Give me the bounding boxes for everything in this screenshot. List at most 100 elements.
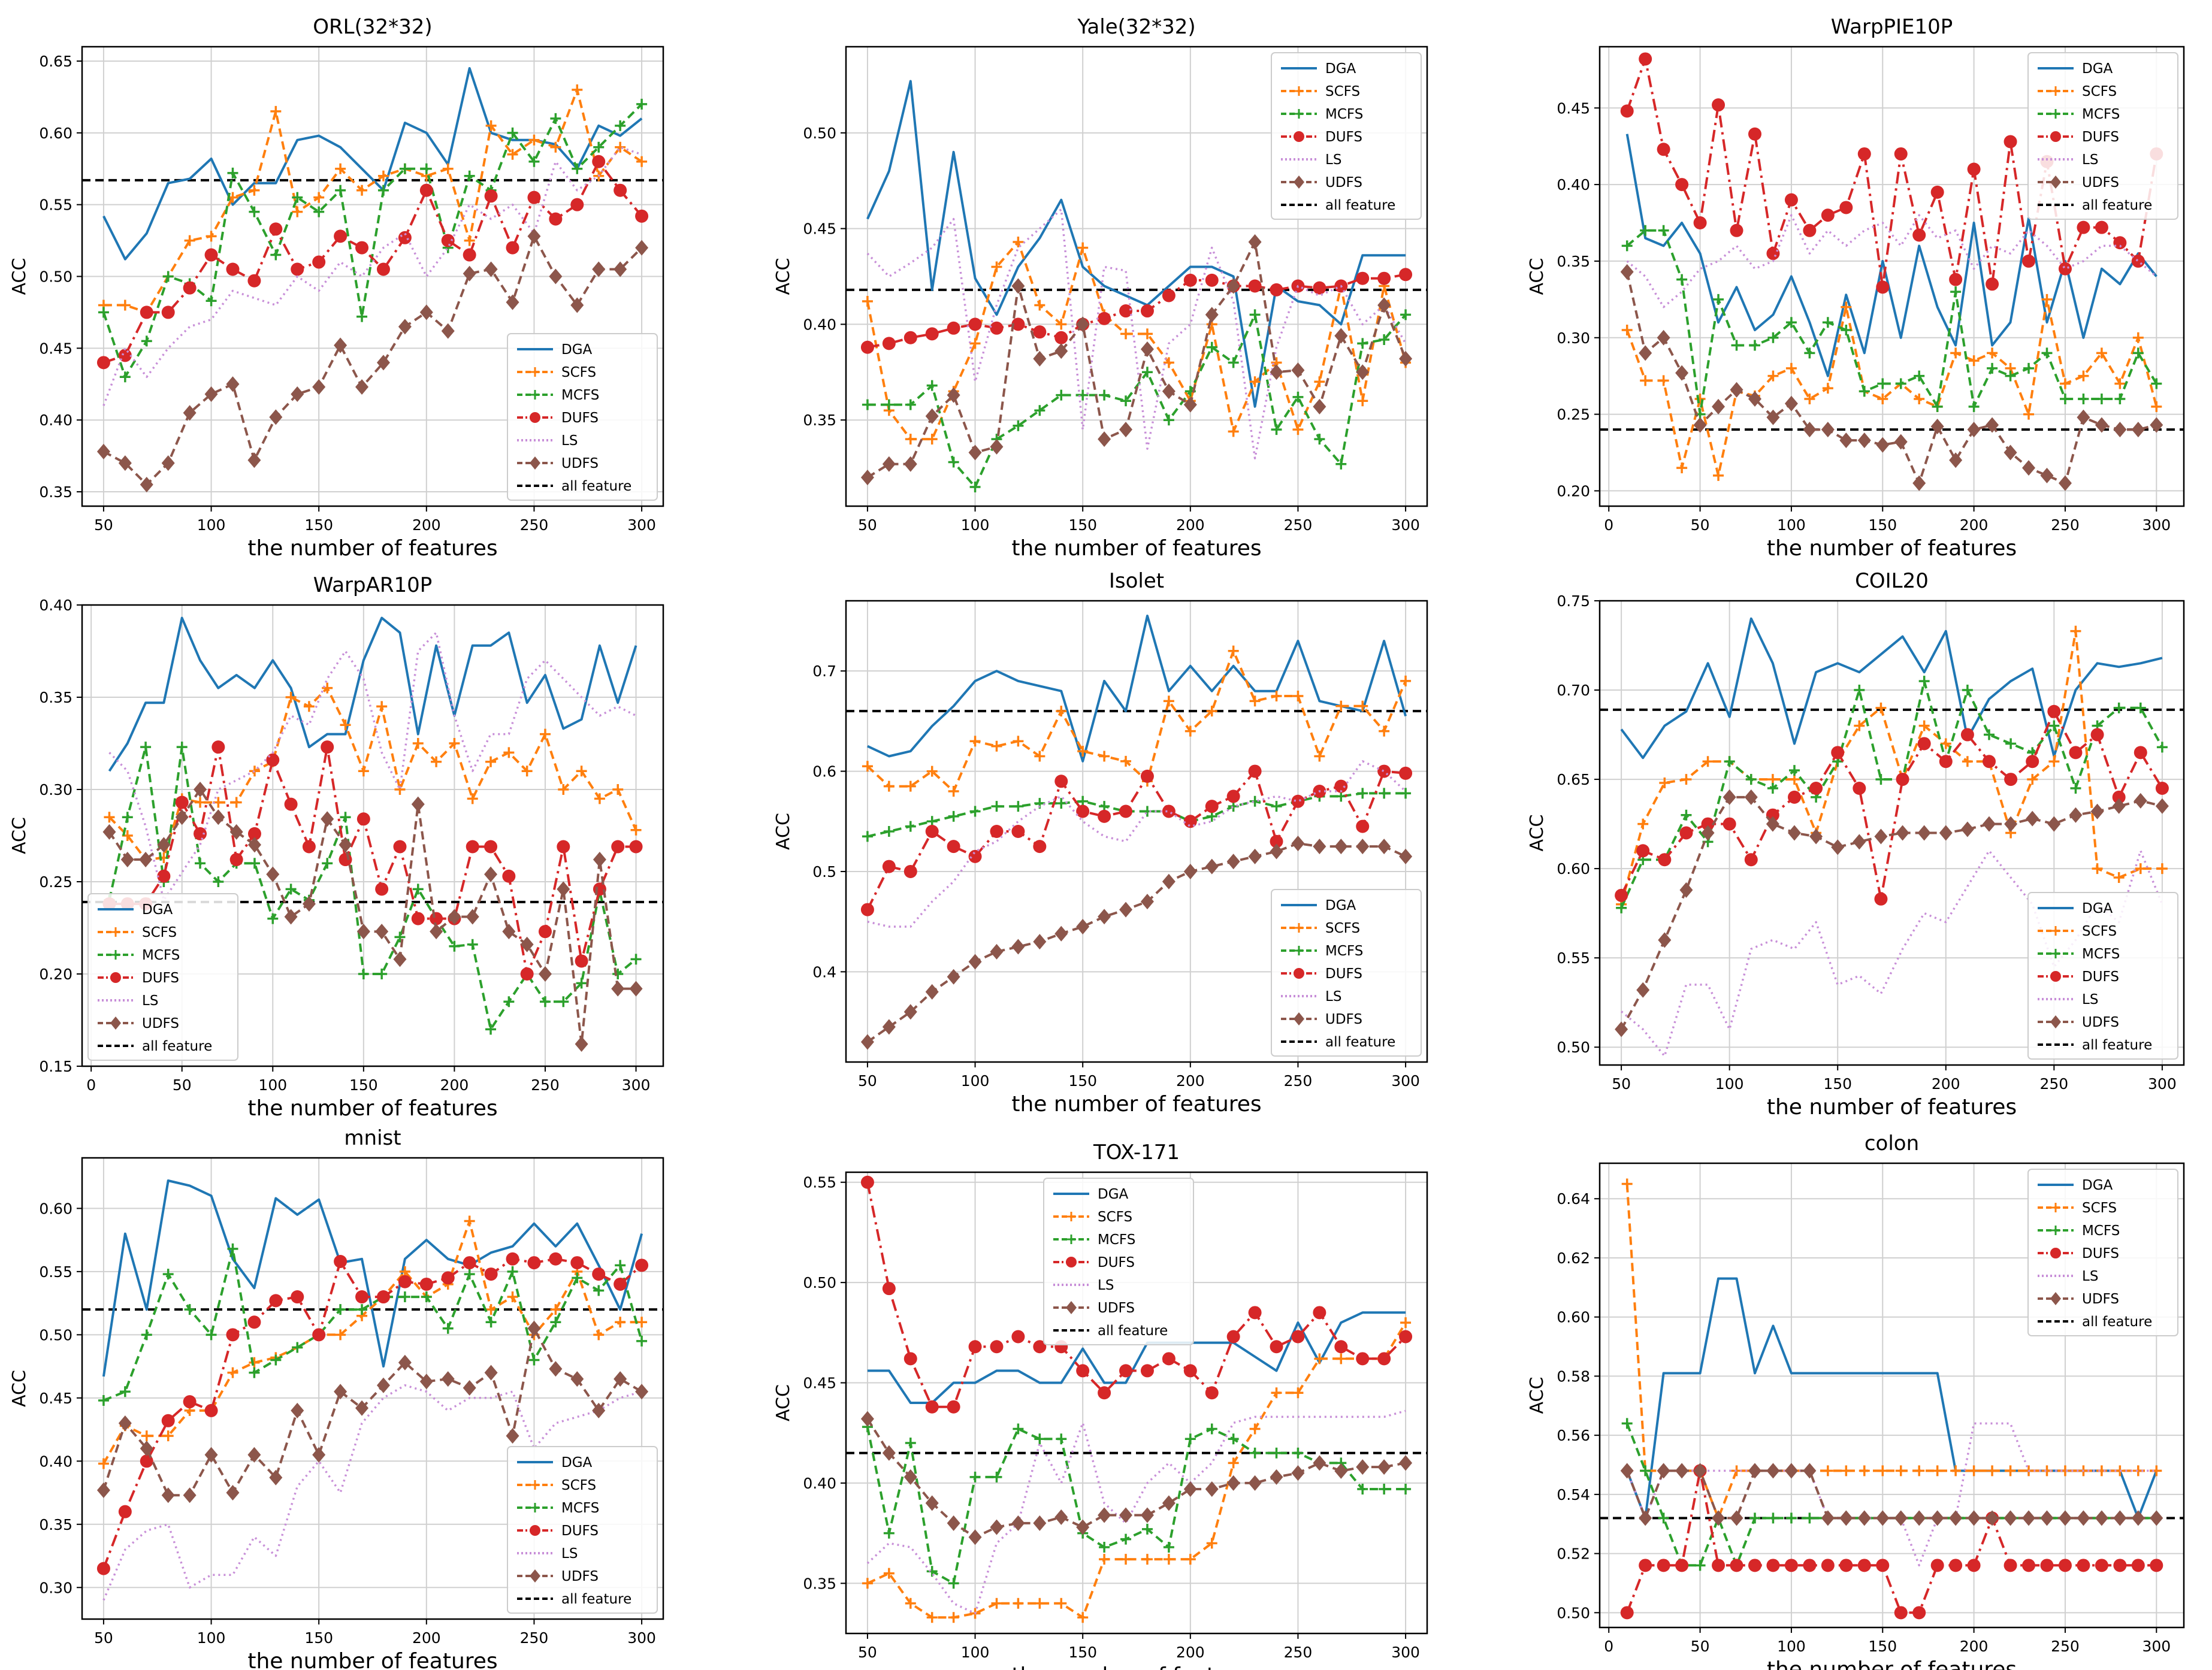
point-dufs — [1140, 769, 1154, 783]
y-tick-label: 0.6 — [812, 763, 836, 780]
point-scfs — [377, 170, 389, 181]
point-udfs — [334, 337, 347, 353]
point-udfs — [448, 909, 461, 925]
point-mcfs — [1379, 334, 1390, 345]
legend-label: all feature — [1325, 198, 1395, 213]
legend-label: SCFS — [2082, 84, 2117, 99]
point-mcfs — [572, 1272, 583, 1284]
legend-marker — [111, 927, 120, 937]
legend-box — [1043, 1178, 1194, 1345]
point-scfs — [1918, 720, 1930, 731]
x-tick-label: 300 — [2148, 1075, 2177, 1093]
point-dufs — [2058, 1559, 2072, 1572]
point-udfs — [175, 809, 189, 825]
series-layer — [1600, 617, 2184, 1057]
x-tick-label: 250 — [2051, 516, 2080, 534]
point-scfs — [464, 1215, 475, 1227]
legend-marker — [2050, 1292, 2061, 1305]
series-line-dga — [867, 1311, 1406, 1404]
legend-label: MCFS — [561, 1500, 599, 1516]
point-scfs — [2135, 863, 2146, 875]
point-mcfs — [528, 1354, 540, 1366]
axes-frame — [1598, 600, 2185, 1066]
point-scfs — [285, 692, 297, 703]
point-scfs — [485, 1304, 497, 1315]
point-scfs — [1841, 301, 1852, 313]
point-mcfs — [576, 978, 587, 989]
point-mcfs — [442, 1323, 454, 1334]
series-line-dga — [102, 1179, 643, 1377]
point-udfs — [484, 261, 498, 277]
point-dufs — [2004, 773, 2018, 786]
point-scfs — [485, 756, 497, 767]
point-dufs — [204, 1403, 218, 1417]
point-mcfs — [1694, 1560, 1706, 1571]
chart-9: 0 50 100 150 200 250 300 0.50 0.52 0.54 0.56 0.58 0.… — [1527, 1132, 2185, 1670]
point-dufs — [161, 305, 175, 319]
chart-8: 50 100 150 200 250 300 0.35 0.40 0.45 0.50 0.55 TOX… — [773, 1140, 1428, 1670]
point-scfs — [926, 434, 938, 445]
series-line-ls — [102, 146, 642, 406]
point-dufs — [2077, 220, 2090, 234]
point-scfs — [1077, 746, 1089, 757]
point-dufs — [2047, 704, 2061, 718]
y-tick-label: 0.50 — [39, 268, 72, 286]
point-mcfs — [1379, 788, 1390, 799]
point-scfs — [630, 824, 642, 836]
point-udfs — [161, 455, 175, 471]
point-dufs — [1636, 844, 1650, 858]
point-scfs — [926, 1612, 938, 1623]
legend-label: SCFS — [561, 1478, 596, 1493]
point-scfs — [1056, 706, 1067, 717]
point-scfs — [507, 149, 518, 160]
legend-marker — [1294, 176, 1304, 189]
point-udfs — [1183, 397, 1197, 413]
point-udfs — [1657, 1463, 1670, 1479]
point-dufs — [1399, 268, 1413, 282]
legend-marker — [1294, 923, 1304, 933]
point-scfs — [612, 784, 624, 795]
x-tick-label: 250 — [1284, 1644, 1313, 1661]
series-line-scfs — [1620, 630, 2162, 905]
point-udfs — [430, 924, 443, 940]
point-mcfs — [1804, 347, 1815, 359]
point-scfs — [1013, 736, 1024, 747]
point-scfs — [1206, 1538, 1217, 1549]
point-scfs — [1400, 1317, 1412, 1329]
point-mcfs — [1767, 1512, 1779, 1524]
point-mcfs — [2023, 362, 2035, 374]
point-mcfs — [340, 812, 351, 823]
legend-label: UDFS — [1098, 1300, 1135, 1316]
point-udfs — [1140, 1507, 1154, 1523]
y-tick-label: 0.35 — [39, 689, 72, 706]
point-dufs — [1205, 800, 1219, 813]
point-udfs — [1744, 789, 1758, 805]
point-scfs — [1184, 1554, 1196, 1565]
point-mcfs — [615, 120, 626, 131]
point-udfs — [1291, 836, 1305, 852]
x-tick-label: 200 — [1960, 516, 1989, 534]
point-dufs — [1377, 1352, 1391, 1366]
x-tick-label: 0 — [86, 1076, 96, 1094]
point-dufs — [1874, 892, 1888, 906]
point-scfs — [431, 756, 442, 767]
point-udfs — [1748, 1463, 1761, 1479]
point-scfs — [572, 84, 583, 95]
legend-box — [1271, 52, 1422, 220]
point-udfs — [1119, 422, 1133, 438]
legend-marker — [1294, 968, 1304, 979]
point-scfs — [1120, 755, 1132, 767]
y-axis-label: ACC — [773, 813, 794, 850]
y-tick-label: 0.7 — [812, 662, 836, 680]
point-dufs — [284, 797, 298, 811]
point-mcfs — [1749, 1512, 1760, 1524]
legend-label: all feature — [1098, 1323, 1168, 1339]
point-dufs — [527, 1256, 541, 1270]
x-tick-label: 200 — [1932, 1075, 1960, 1093]
point-mcfs — [464, 170, 475, 181]
x-tick-label: 100 — [961, 516, 990, 534]
point-dufs — [1839, 201, 1853, 214]
point-udfs — [1054, 925, 1068, 942]
point-udfs — [140, 1441, 153, 1457]
point-scfs — [340, 719, 351, 731]
